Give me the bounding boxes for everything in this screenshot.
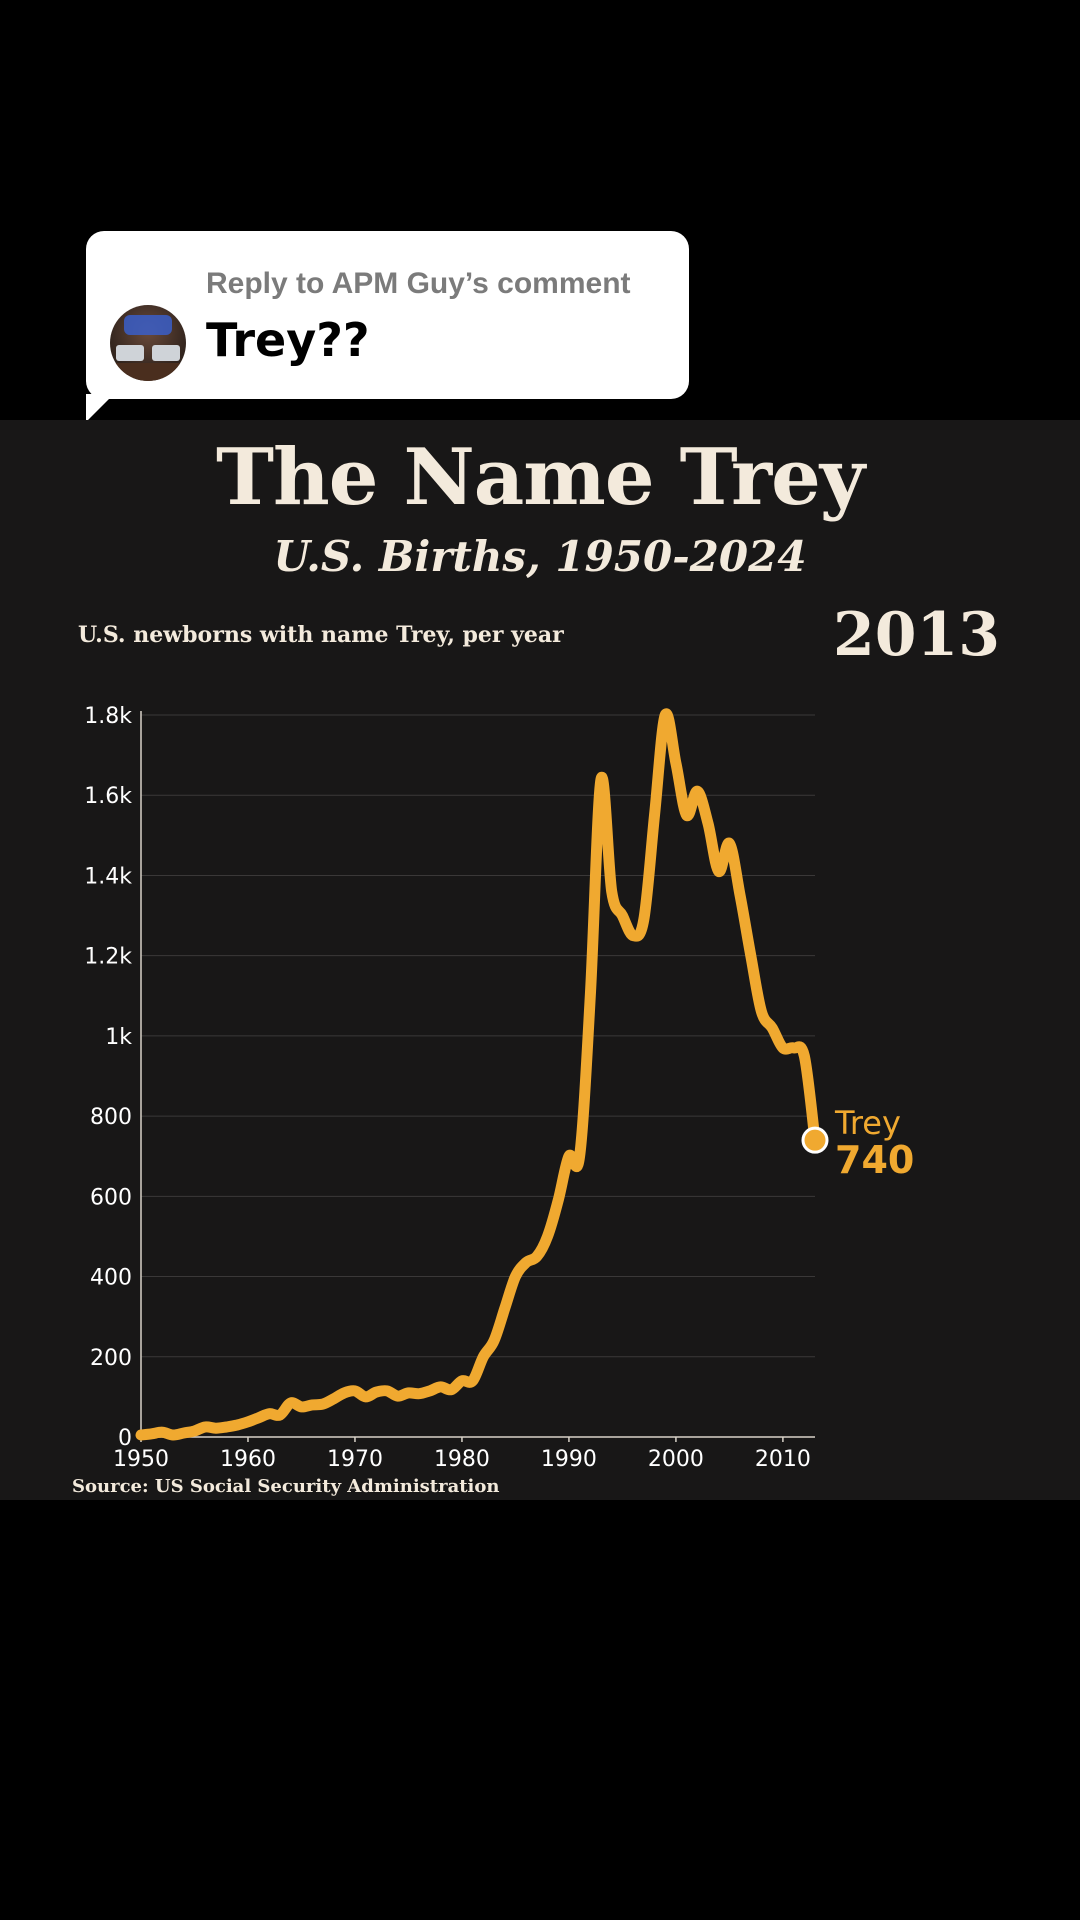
chart-title: The Name Trey xyxy=(215,432,865,523)
series-name-label: Trey xyxy=(834,1104,901,1142)
reply-comment-text: Trey?? xyxy=(206,313,370,367)
y-tick-label: 0 xyxy=(118,1426,132,1451)
reply-bubble[interactable]: Reply to APM Guy’s comment Trey?? xyxy=(86,231,689,399)
chart-subtitle: U.S. Births, 1950-2024 xyxy=(273,532,807,581)
reply-bubble-tail xyxy=(86,394,114,422)
x-tick-label: 2000 xyxy=(648,1447,704,1472)
y-tick-label: 600 xyxy=(90,1185,132,1210)
x-tick-label: 1960 xyxy=(220,1447,276,1472)
x-tick-label: 1980 xyxy=(434,1447,490,1472)
y-tick-label: 1.4k xyxy=(84,864,132,889)
y-tick-label: 1k xyxy=(105,1025,132,1050)
y-tick-label: 200 xyxy=(90,1346,132,1371)
line-chart: 0 200 400 600 800 1k 1.2k 1.4k 1.6k 1.8k 1950 1960 1… xyxy=(84,704,914,1472)
series-line-trey xyxy=(135,708,821,1441)
y-tick-label: 1.8k xyxy=(84,704,132,729)
source-note: Source: US Social Security Administratio… xyxy=(72,1476,500,1497)
y-tick-label: 1.2k xyxy=(84,945,132,970)
y-axis-caption: U.S. newborns with name Trey, per year xyxy=(78,622,564,648)
avatar[interactable] xyxy=(110,305,186,381)
x-tick-label: 1970 xyxy=(327,1447,383,1472)
reply-heading: Reply to APM Guy’s comment xyxy=(206,267,631,300)
y-tick-label: 400 xyxy=(90,1266,132,1291)
chart-panel: The Name Trey U.S. Births, 1950-2024 U.S… xyxy=(0,420,1080,1500)
x-tick-label: 1950 xyxy=(113,1447,169,1472)
series-end-point xyxy=(801,1126,829,1154)
y-tick-label: 1.6k xyxy=(84,784,132,809)
series-value-label: 740 xyxy=(835,1138,914,1182)
current-year-display: 2013 xyxy=(833,600,1000,670)
x-tick-label: 2010 xyxy=(755,1447,811,1472)
y-tick-label: 800 xyxy=(90,1105,132,1130)
x-tick-label: 1990 xyxy=(541,1447,597,1472)
